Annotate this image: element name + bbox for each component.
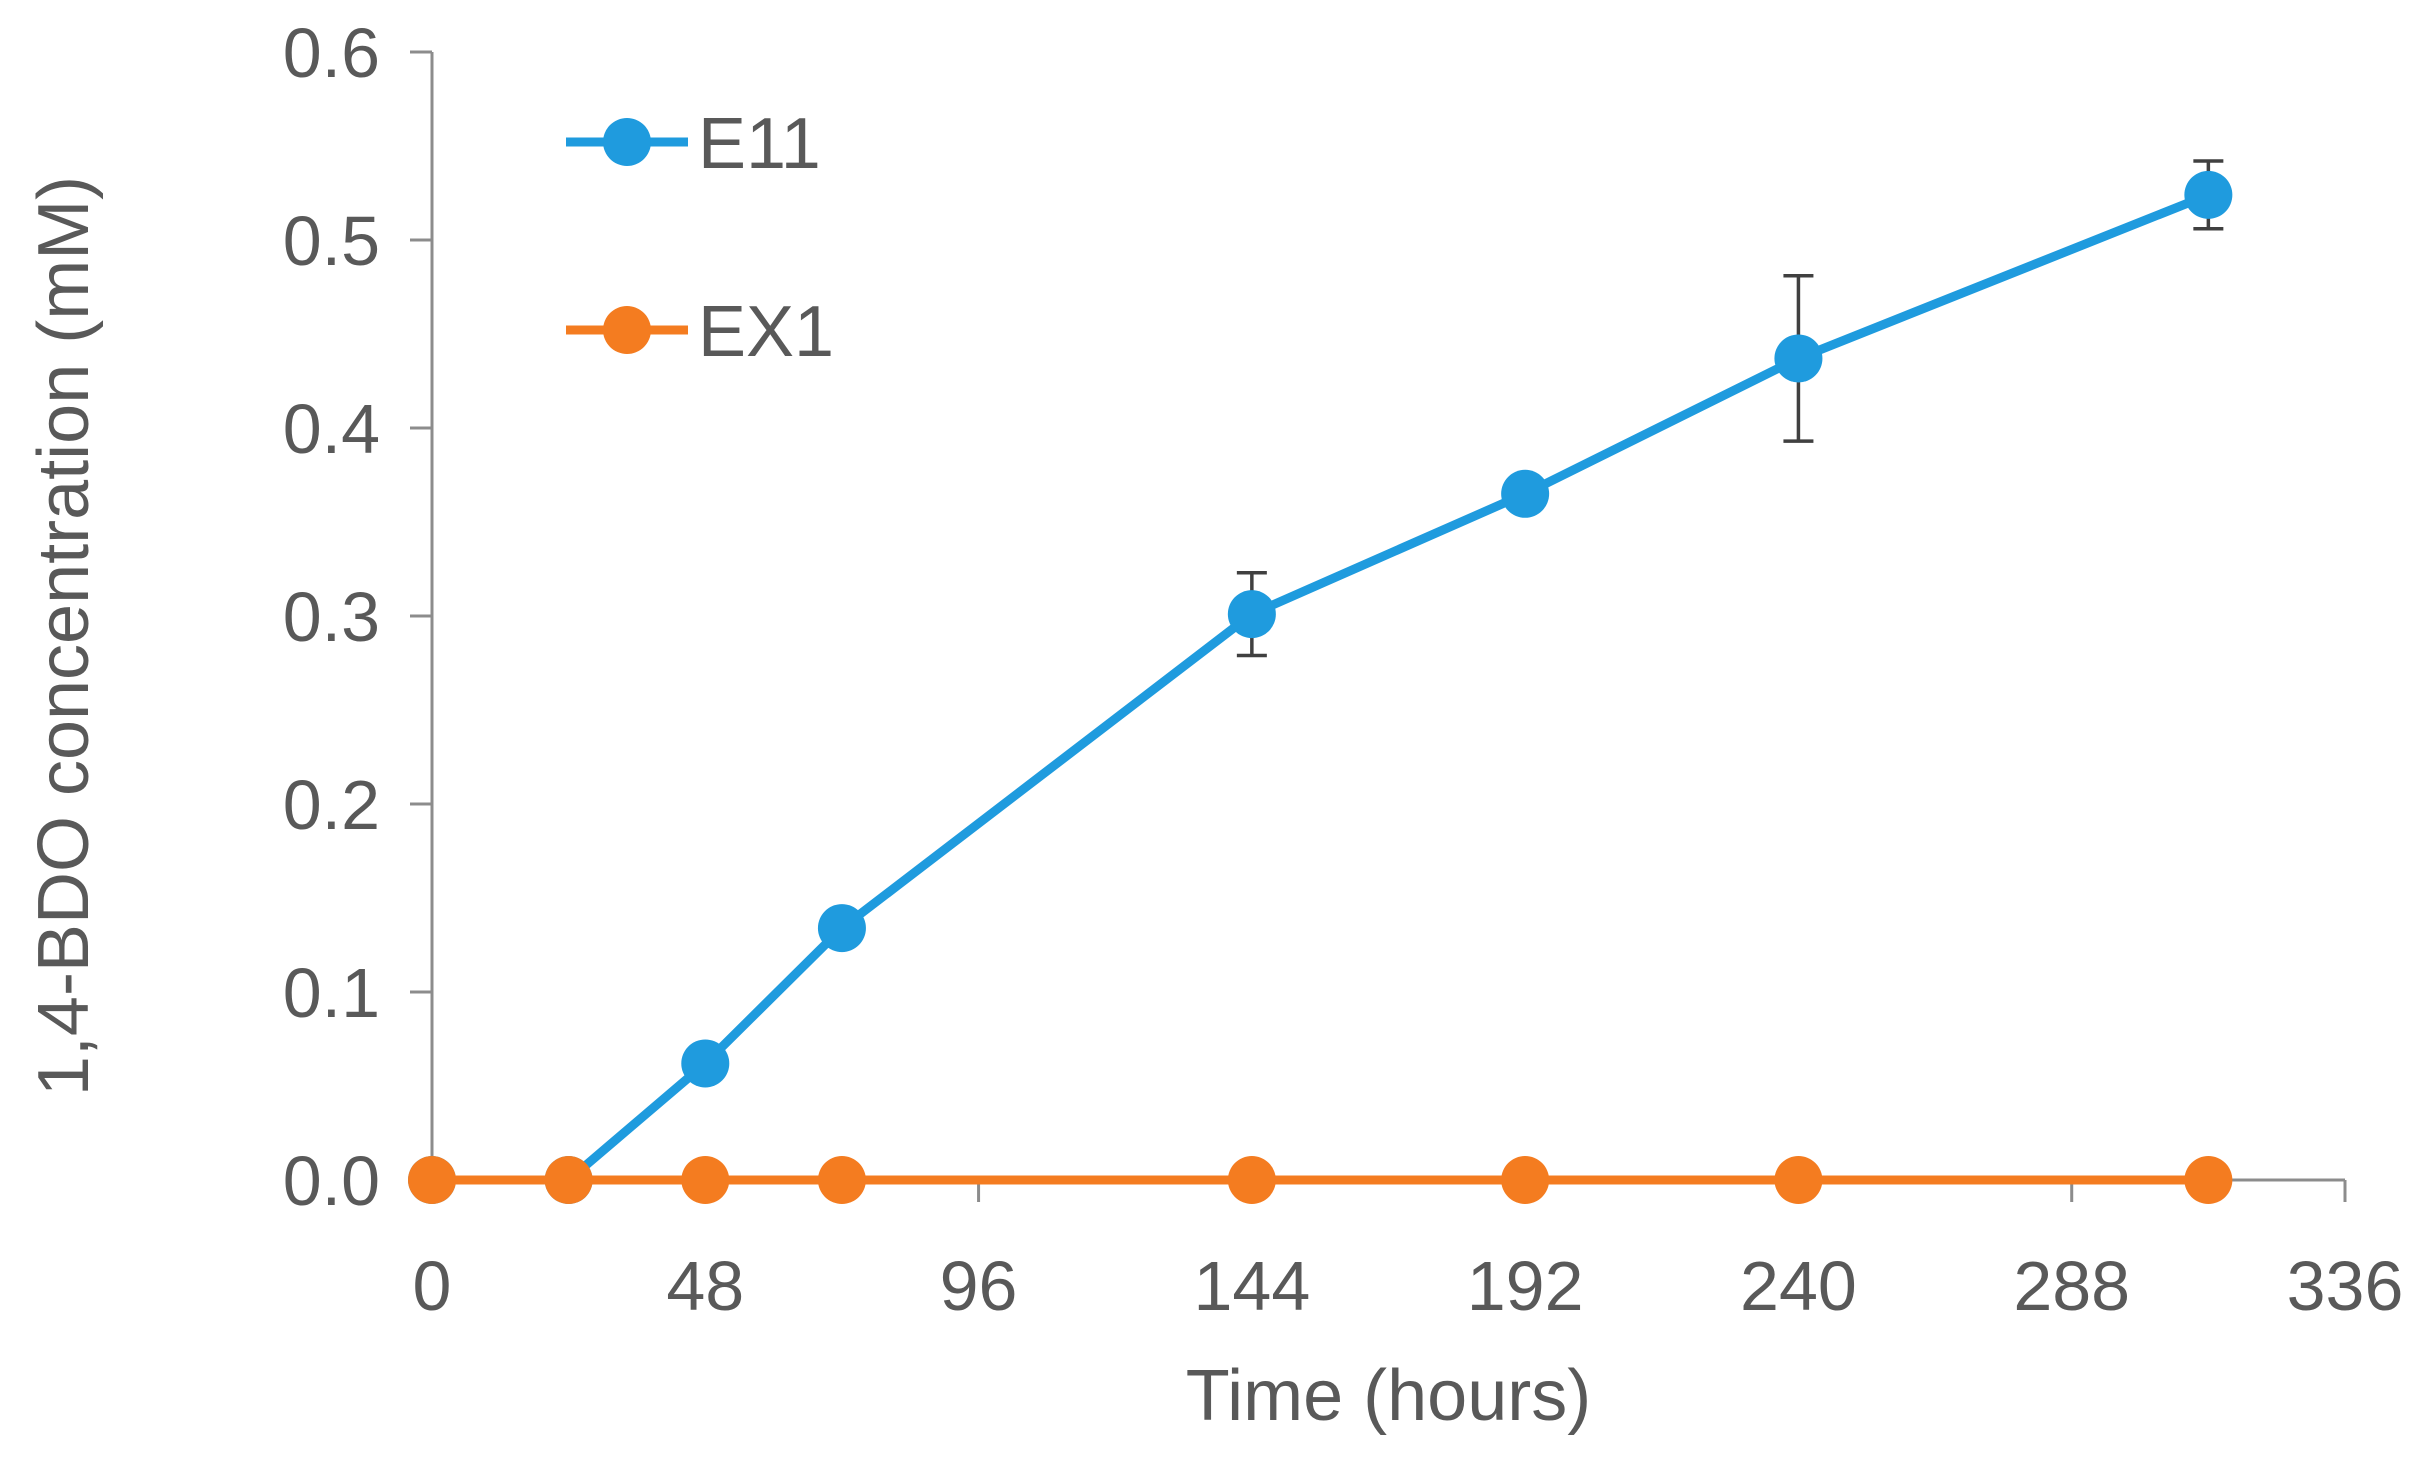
y-tick-label: 0.5 (283, 202, 380, 280)
data-point (1501, 1156, 1550, 1204)
data-point (408, 1156, 456, 1204)
legend-marker (603, 306, 651, 354)
axes (410, 50, 2347, 1202)
series-e11 (408, 159, 2233, 1204)
data-point (1227, 590, 1276, 639)
legend-entry-e11: E11 (566, 104, 821, 184)
legend: E11 EX1 (566, 104, 834, 372)
legend-label: EX1 (698, 292, 834, 372)
data-point (2184, 1156, 2233, 1204)
x-tick-label: 0 (413, 1247, 452, 1325)
x-tick-label: 288 (2013, 1247, 2130, 1325)
data-point (1774, 334, 1823, 383)
x-tick-label: 240 (1740, 1247, 1857, 1325)
tick-labels: 0.0 0.1 0.2 0.3 0.4 0.5 0.6 0 48 96 144 192 240 288 33… (283, 14, 2404, 1325)
x-tick-label: 192 (1467, 1247, 1584, 1325)
y-axis-title: 1,4-BDO concentration (mM) (24, 176, 104, 1096)
x-tick-label: 336 (2287, 1247, 2404, 1325)
series-line-e11 (432, 190, 2211, 1185)
data-point (1774, 1156, 1823, 1204)
legend-label: E11 (698, 104, 821, 184)
y-tick-label: 0.4 (283, 390, 380, 468)
y-tick-label: 0.0 (283, 1142, 380, 1220)
data-point (544, 1156, 593, 1204)
x-tick-label: 48 (666, 1247, 744, 1325)
legend-marker (603, 118, 651, 166)
data-point (817, 904, 866, 953)
data-point (1501, 469, 1550, 518)
data-point (1227, 1156, 1276, 1204)
data-point (817, 1156, 866, 1204)
series-ex1 (408, 1156, 2233, 1204)
y-tick-label: 0.3 (283, 578, 380, 656)
data-point (681, 1039, 730, 1088)
series-layer (408, 159, 2233, 1204)
y-tick-label: 0.6 (283, 14, 380, 92)
x-axis-title: Time (hours) (1186, 1356, 1591, 1436)
legend-entry-ex1: EX1 (566, 292, 834, 372)
data-point (681, 1156, 730, 1204)
x-tick-label: 144 (1193, 1247, 1310, 1325)
data-point (2184, 170, 2233, 219)
y-tick-label: 0.2 (283, 766, 380, 844)
y-tick-label: 0.1 (283, 954, 380, 1032)
x-tick-label: 96 (940, 1247, 1018, 1325)
